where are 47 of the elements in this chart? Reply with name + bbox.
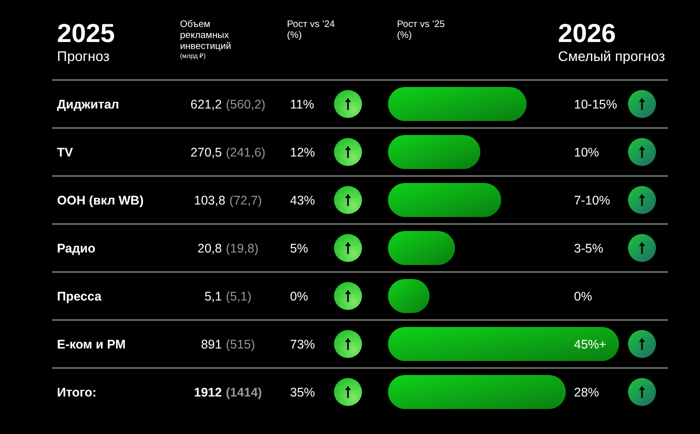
text: 2026: [558, 18, 616, 48]
text: (19,8): [226, 241, 258, 256]
text: Рост vs ’25 (%): [397, 19, 445, 41]
text: 12%: [290, 145, 316, 160]
text: 35%: [290, 385, 316, 400]
annotation: 3-5%: [574, 241, 604, 256]
text: 0%: [290, 289, 308, 304]
text: (515): [226, 337, 256, 352]
annotation: 7-10%: [574, 193, 610, 208]
text: 1912: [194, 385, 222, 400]
text: 20,8: [198, 241, 222, 256]
text: Объем рекламных инвестиций: [180, 19, 232, 52]
text: 43%: [290, 193, 316, 208]
text: Смелый прогноз: [558, 48, 666, 64]
text: 621,2: [190, 97, 222, 112]
text: 270,5: [190, 145, 222, 160]
text: (560,2): [226, 97, 266, 112]
y-tick-label: TV: [57, 145, 74, 160]
bar: [388, 326, 619, 362]
annotation: 0%: [574, 289, 592, 304]
y-tick-label: Е-ком и PM: [57, 337, 126, 352]
text: Прогноз: [57, 48, 110, 64]
annotation: 10-15%: [574, 97, 618, 112]
text: (1414): [226, 385, 262, 400]
annotation: 45%+: [574, 337, 606, 352]
bar: [388, 134, 480, 170]
text: (72,7): [229, 193, 262, 208]
y-tick-label: Диджитал: [57, 97, 120, 112]
text: 103,8: [194, 193, 226, 208]
annotation: 10%: [574, 145, 600, 160]
text: 11%: [290, 97, 314, 112]
text: (241,6): [226, 145, 266, 160]
text: :: [92, 385, 96, 400]
bar: [388, 86, 527, 122]
text: 73%: [290, 337, 316, 352]
text: 5%: [290, 241, 308, 256]
text: 5,1: [204, 289, 222, 304]
text: 2025: [57, 18, 115, 48]
bar: [388, 374, 566, 410]
text: (5,1): [226, 289, 252, 304]
annotation: 28%: [574, 385, 600, 400]
text: 891: [200, 337, 222, 352]
text: Рост vs ’24 (%): [287, 19, 335, 41]
y-tick-label: Пресса: [57, 289, 102, 304]
y-tick-label: Радио: [57, 241, 96, 256]
bar: [388, 182, 502, 218]
y-tick-label: OOH (вкл WB): [57, 193, 144, 208]
